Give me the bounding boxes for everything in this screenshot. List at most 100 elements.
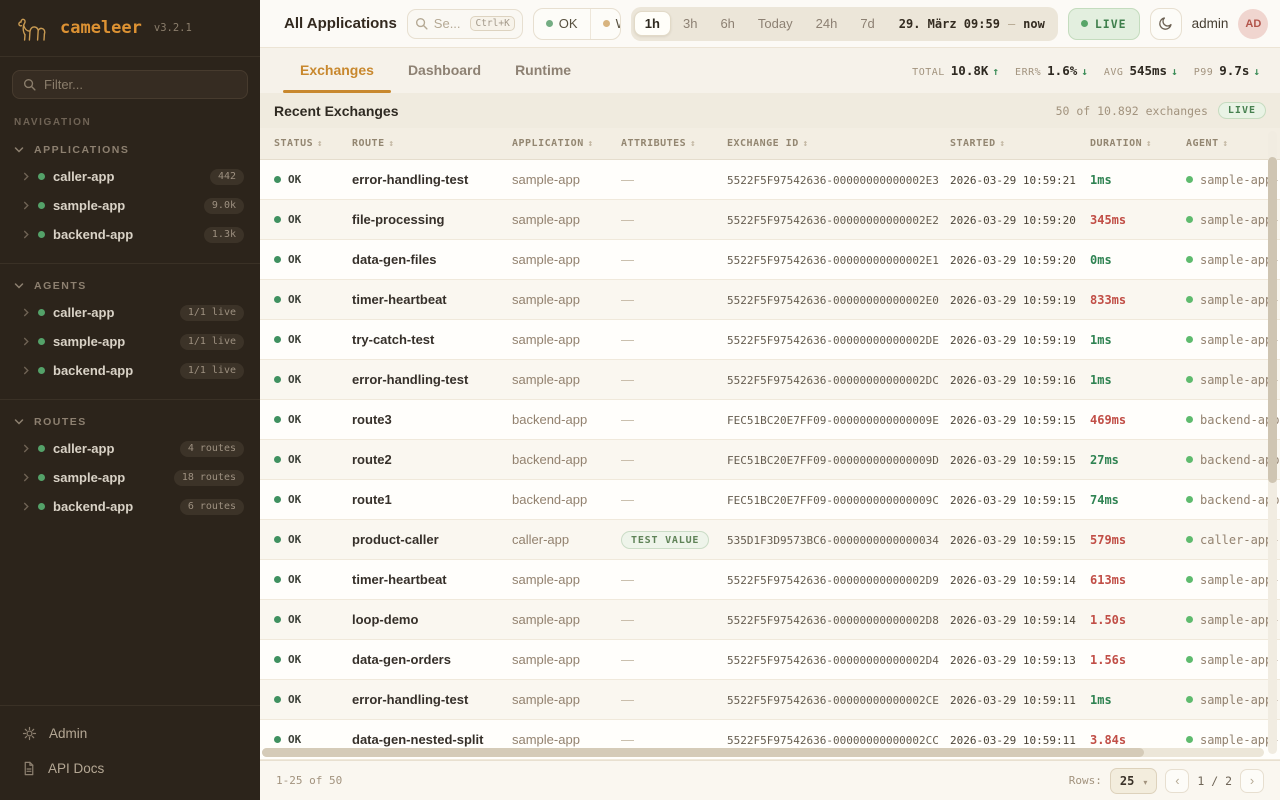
search-icon xyxy=(23,78,36,91)
sidebar-item-agent[interactable]: backend-app 1/1 live xyxy=(12,356,248,385)
agent-health-dot xyxy=(1186,696,1193,703)
date-from: 29. März 09:59 xyxy=(898,16,1000,31)
started-timestamp: 2026-03-29 10:59:20 xyxy=(950,213,1076,227)
tab[interactable]: Runtime xyxy=(515,62,572,78)
trend-down-icon: ↓ xyxy=(1171,65,1178,78)
duration-value: 1ms xyxy=(1090,372,1112,387)
date-separator: — xyxy=(1007,16,1016,31)
column-header[interactable]: EXCHANGE ID xyxy=(727,138,950,149)
table-row[interactable]: OK try-catch-test sample-app — 5522F5F97… xyxy=(260,320,1280,360)
exchange-id: 5522F5F97542636-00000000000002D4 xyxy=(727,653,939,667)
sidebar-item-route[interactable]: sample-app 18 routes xyxy=(12,463,248,492)
horizontal-scrollbar[interactable] xyxy=(262,748,1264,757)
date-range-display[interactable]: 29. März 09:59 — now xyxy=(899,17,1045,31)
table-row[interactable]: OK error-handling-test sample-app — 5522… xyxy=(260,160,1280,200)
camel-logo-icon xyxy=(18,18,46,41)
vertical-scrollbar[interactable] xyxy=(1268,131,1277,754)
sidebar-item-agent[interactable]: sample-app 1/1 live xyxy=(12,327,248,356)
table-row[interactable]: OK data-gen-files sample-app — 5522F5F97… xyxy=(260,240,1280,280)
table-row[interactable]: OK timer-heartbeat sample-app — 5522F5F9… xyxy=(260,560,1280,600)
column-header[interactable]: STATUS xyxy=(274,138,352,149)
duration-value: 579ms xyxy=(1090,532,1127,547)
table-row[interactable]: OK route3 backend-app — FEC51BC20E7FF09-… xyxy=(260,400,1280,440)
column-header[interactable]: APPLICATION xyxy=(512,138,621,149)
sidebar-item-route[interactable]: backend-app 6 routes xyxy=(12,492,248,521)
time-range-button[interactable]: 6h xyxy=(720,16,735,31)
status-ok-dot xyxy=(274,256,281,263)
sidebar-item-application[interactable]: backend-app 1.3k xyxy=(12,220,248,249)
route-name: file-processing xyxy=(352,211,445,227)
global-search-input[interactable]: Se... Ctrl+K xyxy=(406,8,523,39)
next-page-button[interactable]: › xyxy=(1240,768,1264,793)
attributes-empty: — xyxy=(621,291,634,307)
table-row[interactable]: OK timer-heartbeat sample-app — 5522F5F9… xyxy=(260,280,1280,320)
avatar[interactable]: AD xyxy=(1238,8,1269,39)
agent-health-dot xyxy=(1186,656,1193,663)
status-filter-button[interactable]: Warn xyxy=(589,8,620,39)
column-header[interactable]: ATTRIBUTES xyxy=(621,138,727,149)
stat-p99: P99 9.7s ↓ xyxy=(1193,63,1260,78)
started-timestamp: 2026-03-29 10:59:14 xyxy=(950,573,1076,587)
live-toggle-button[interactable]: LIVE xyxy=(1067,7,1140,40)
recent-exchanges-bar: Recent Exchanges 50 of 10.892 exchanges … xyxy=(260,93,1280,128)
vertical-scrollbar-thumb[interactable] xyxy=(1268,157,1277,483)
live-label: LIVE xyxy=(1094,16,1127,31)
section-header-agents[interactable]: AGENTS xyxy=(12,276,248,298)
time-range-button[interactable]: 1h xyxy=(633,11,671,36)
document-icon xyxy=(24,761,34,776)
table-row[interactable]: OK loop-demo sample-app — 5522F5F9754263… xyxy=(260,600,1280,640)
scope-title: All Applications xyxy=(284,15,397,32)
sort-icon xyxy=(1146,138,1152,149)
table-row[interactable]: OK error-handling-test sample-app — 5522… xyxy=(260,680,1280,720)
status-filter-dot xyxy=(545,20,553,27)
table-row[interactable]: OK route1 backend-app — FEC51BC20E7FF09-… xyxy=(260,480,1280,520)
table-row[interactable]: OK product-caller caller-app TEST VALUE … xyxy=(260,520,1280,560)
rows-per-page-select[interactable]: 25 xyxy=(1109,767,1158,794)
sidebar-item-application[interactable]: caller-app 442 xyxy=(12,162,248,191)
sidebar-footer: Admin API Docs xyxy=(0,705,260,800)
sidebar-item-application[interactable]: sample-app 9.0k xyxy=(12,191,248,220)
dark-mode-toggle[interactable] xyxy=(1149,7,1182,40)
exchange-id: 5522F5F97542636-00000000000002CE xyxy=(727,693,939,707)
duration-value: 1ms xyxy=(1090,692,1112,707)
agent-name: backend-app- xyxy=(1200,492,1280,507)
sidebar-filter-input[interactable]: Filter... xyxy=(12,70,248,99)
route-name: data-gen-nested-split xyxy=(352,731,484,747)
prev-page-button[interactable]: ‹ xyxy=(1165,768,1190,793)
tab[interactable]: Exchanges xyxy=(283,48,391,93)
column-header[interactable]: ROUTE xyxy=(352,138,512,149)
sidebar-item-api-docs[interactable]: API Docs xyxy=(0,751,260,786)
status-label: OK xyxy=(288,333,302,346)
sidebar-item-agent[interactable]: caller-app 1/1 live xyxy=(12,298,248,327)
horizontal-scrollbar-thumb[interactable] xyxy=(262,748,1144,757)
time-range-button[interactable]: 3h xyxy=(682,16,698,31)
chevron-right-icon xyxy=(23,201,29,210)
route-name: timer-heartbeat xyxy=(352,571,447,587)
sidebar-item-route[interactable]: caller-app 4 routes xyxy=(12,434,248,463)
column-header[interactable]: DURATION xyxy=(1090,138,1186,149)
exchange-id: 5522F5F97542636-00000000000002CC xyxy=(727,733,939,747)
sidebar-item-admin[interactable]: Admin xyxy=(0,716,260,751)
column-label: AGENT xyxy=(1186,138,1219,149)
table-row[interactable]: OK error-handling-test sample-app — 5522… xyxy=(260,360,1280,400)
table-row[interactable]: OK file-processing sample-app — 5522F5F9… xyxy=(260,200,1280,240)
time-range-button[interactable]: 7d xyxy=(860,16,875,31)
section-header-applications[interactable]: APPLICATIONS xyxy=(12,140,248,162)
status-ok-dot xyxy=(274,376,281,383)
item-badge: 1/1 live xyxy=(179,333,244,350)
trend-down-icon: ↓ xyxy=(1253,65,1260,78)
attributes-empty: — xyxy=(621,611,634,627)
column-header[interactable]: AGENT xyxy=(1186,138,1280,149)
column-header[interactable]: STARTED xyxy=(950,138,1090,149)
status-filter-button[interactable]: OK xyxy=(534,9,590,39)
table-row[interactable]: OK data-gen-orders sample-app — 5522F5F9… xyxy=(260,640,1280,680)
application-name: sample-app xyxy=(512,171,580,187)
section-header-routes[interactable]: ROUTES xyxy=(12,412,248,434)
time-range-button[interactable]: Today xyxy=(757,16,793,31)
attribute-badge: TEST VALUE xyxy=(621,531,710,550)
status-label: OK xyxy=(288,533,302,546)
tab[interactable]: Dashboard xyxy=(407,62,482,78)
status-label: OK xyxy=(288,253,302,266)
table-row[interactable]: OK route2 backend-app — FEC51BC20E7FF09-… xyxy=(260,440,1280,480)
time-range-button[interactable]: 24h xyxy=(815,16,838,31)
